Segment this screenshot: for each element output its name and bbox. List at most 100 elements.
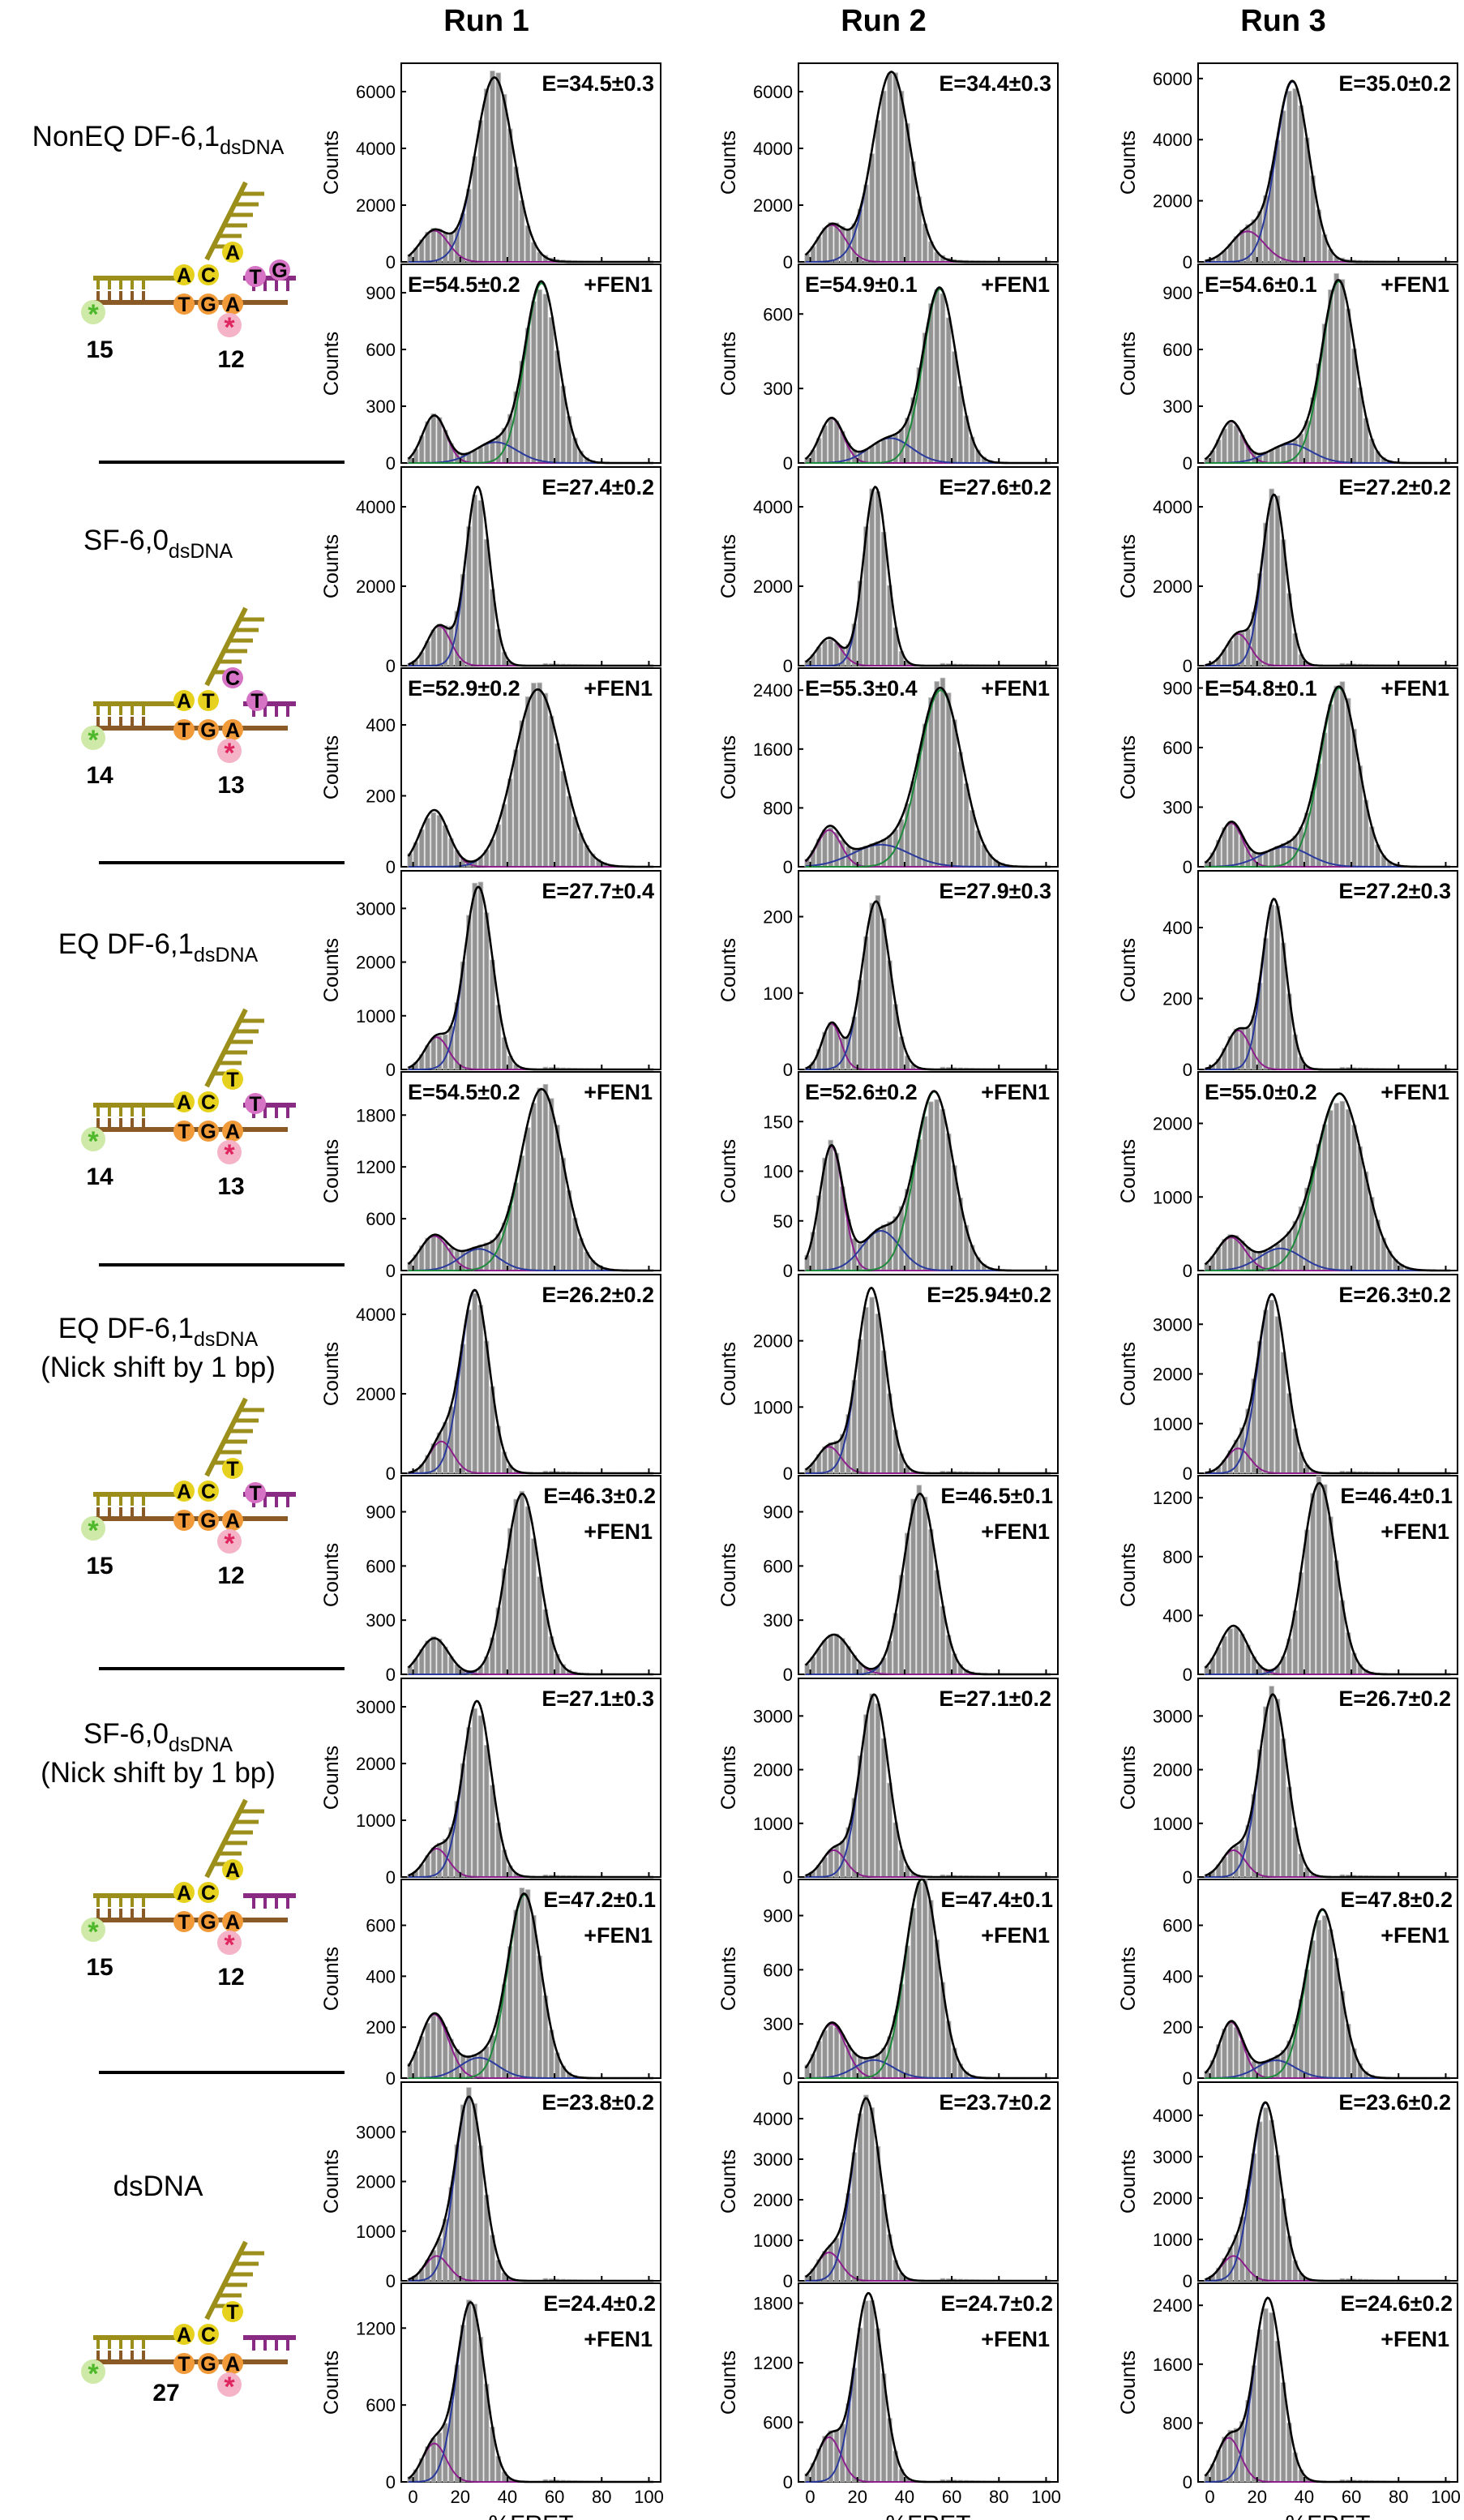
- y-axis-label: Counts: [717, 938, 740, 1002]
- x-tick-label: 60: [545, 2487, 564, 2507]
- histogram-bar: [1269, 1300, 1274, 1474]
- y-tick-label: 400: [1162, 1605, 1192, 1626]
- histogram-bar: [940, 677, 946, 868]
- y-tick-label: 0: [386, 453, 396, 474]
- histogram-bar: [880, 1738, 887, 1878]
- nucleotide-letter: A: [225, 1510, 240, 1532]
- histogram-bar: [1280, 110, 1286, 263]
- nucleotide-letter: T: [202, 690, 214, 713]
- fret-efficiency-label: E=47.4±0.1: [940, 1888, 1053, 1912]
- fret-efficiency-label: E=35.0±0.2: [1338, 71, 1451, 96]
- nucleotide-bead: [173, 2353, 195, 2374]
- nucleotide-letter: A: [225, 1911, 240, 1934]
- nucleotide-bead: [222, 1911, 243, 1932]
- histogram-bar: [1233, 825, 1239, 868]
- histogram-bar: [822, 640, 828, 666]
- nucleotide-letter: T: [178, 1510, 190, 1532]
- histogram-bar: [1227, 1849, 1234, 1878]
- total-fit-curve: [407, 76, 654, 264]
- histogram-bar: [970, 810, 975, 868]
- nucleotide-bead: [222, 667, 243, 688]
- histogram-bar: [1333, 272, 1339, 464]
- histogram-bar: [1328, 1929, 1333, 2079]
- histogram-bar: [1227, 2021, 1234, 2079]
- total-fit-curve: [407, 688, 654, 868]
- y-axis-label: Counts: [717, 2149, 740, 2214]
- histogram-bar: [477, 447, 484, 464]
- histogram-bar: [519, 1490, 525, 1675]
- nucleotide-bead: [173, 294, 195, 315]
- histogram-bar: [1263, 937, 1269, 1070]
- total-fit-curve: [804, 2097, 1051, 2282]
- total-fit-curve: [407, 2301, 654, 2484]
- histogram-panel: 0 400 800 1200 Counts E=46.4±0.1 +FEN1: [1117, 1475, 1458, 1685]
- y-tick-label: 4000: [1153, 497, 1192, 517]
- histogram-panel: 0 2000 4000 Counts E=27.6±0.2: [717, 466, 1059, 676]
- nucleotide-letter: G: [200, 1911, 216, 1934]
- histogram-bar: [875, 895, 881, 1070]
- histogram-bar: [1357, 1146, 1363, 1271]
- y-tick-label: 0: [386, 857, 396, 877]
- y-tick-label: 0: [1183, 2068, 1192, 2089]
- nucleotide-letter: C: [201, 2324, 216, 2346]
- donor-dye-icon: [81, 726, 105, 750]
- histogram-bar: [822, 425, 828, 464]
- histogram-bar: [863, 2094, 869, 2282]
- acceptor-position-label: 12: [217, 346, 244, 373]
- histogram-bar: [430, 1234, 437, 1271]
- histogram-bar: [833, 222, 840, 263]
- histogram-bar: [477, 499, 484, 666]
- histogram-bar: [1274, 905, 1281, 1070]
- acceptor-position-label: 12: [217, 1562, 244, 1589]
- y-tick-label: 0: [1183, 453, 1192, 474]
- histogram-bar: [507, 778, 513, 868]
- nucleotide-letter: A: [225, 719, 240, 742]
- fret-efficiency-label: E=24.4±0.2: [543, 2291, 656, 2316]
- histogram-bar: [513, 749, 519, 868]
- y-tick-label: 200: [366, 786, 396, 807]
- histogram-bar: [833, 420, 840, 464]
- histogram-bar: [1263, 2308, 1269, 2483]
- y-tick-label: 1800: [753, 2294, 793, 2314]
- y-tick-label: 0: [386, 1060, 396, 1080]
- histogram-bar: [537, 289, 542, 464]
- y-axis-label: Counts: [717, 332, 740, 396]
- histogram-panel: 0 1000 2000 3000 Counts E=26.7±0.2: [1117, 1678, 1458, 1888]
- histogram-bar: [833, 1633, 840, 1675]
- y-axis-label: Counts: [320, 735, 343, 799]
- y-tick-label: 3000: [1153, 2147, 1192, 2167]
- histogram-bar: [1321, 1915, 1328, 2079]
- histogram-bar: [928, 1101, 934, 1271]
- acceptor-dye-star: *: [224, 1528, 235, 1559]
- histogram-bar: [554, 743, 560, 868]
- y-tick-label: 1000: [356, 1811, 396, 1831]
- nucleotide-bead: [173, 1882, 195, 1903]
- histogram-bar: [1263, 1309, 1269, 1474]
- nucleotide-bead: [222, 1859, 243, 1880]
- y-tick-label: 2000: [1153, 2188, 1192, 2209]
- y-tick-label: 4000: [356, 1305, 396, 1325]
- axes-frame: [798, 667, 1059, 868]
- fen1-label: +FEN1: [981, 2327, 1050, 2351]
- fret-efficiency-label: E=26.3±0.2: [1338, 1283, 1451, 1307]
- histogram-bar: [501, 804, 507, 868]
- total-fit-curve: [804, 286, 1051, 465]
- histogram-bar: [501, 93, 507, 263]
- histogram-bar: [430, 812, 437, 868]
- y-tick-label: 2000: [1153, 1114, 1192, 1134]
- axes-frame: [400, 1475, 661, 1675]
- y-tick-label: 0: [783, 1261, 793, 1281]
- histogram-bar: [863, 1306, 869, 1474]
- histogram-bar: [1233, 2428, 1239, 2483]
- y-tick-label: 4000: [753, 497, 793, 517]
- histogram-bar: [466, 2299, 472, 2483]
- histogram-bar: [928, 697, 934, 868]
- nucleotide-bead: [198, 2324, 219, 2345]
- histogram-bar: [430, 1636, 437, 1675]
- y-tick-label: 0: [783, 1665, 793, 1685]
- axes-frame: [1197, 264, 1458, 464]
- histogram-bar: [916, 1882, 922, 2079]
- sample-label: EQ DF-6,1dsDNA(Nick shift by 1 bp)A CTT G A…: [41, 1313, 296, 1589]
- histogram-bar: [1227, 422, 1234, 464]
